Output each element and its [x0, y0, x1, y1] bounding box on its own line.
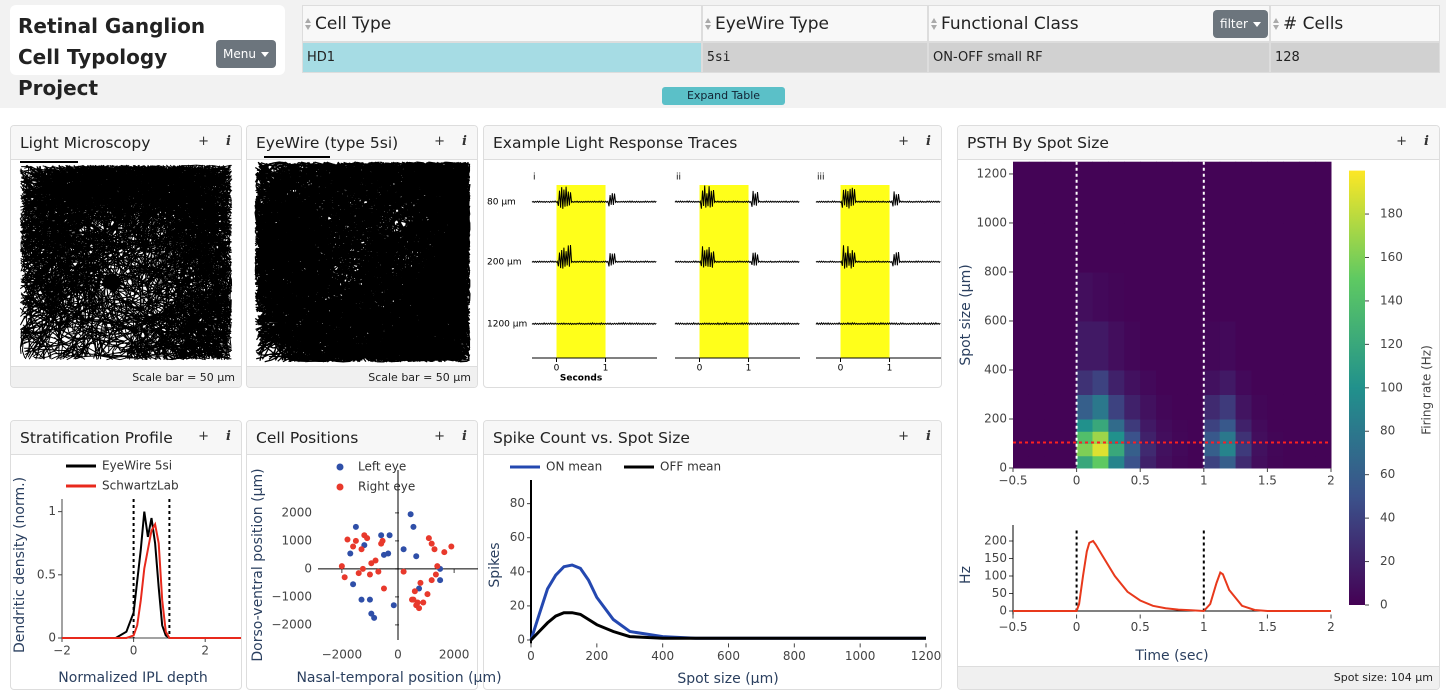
- panel-title: Example Light Response Traces: [493, 134, 737, 152]
- column-label: # Cells: [1283, 14, 1343, 34]
- column-label: EyeWire Type: [715, 14, 829, 34]
- panel-header: Stratification Profile + i: [11, 421, 241, 455]
- panel-footer: Scale bar = 50 µm: [11, 366, 241, 387]
- column-label: Cell Type: [315, 14, 391, 34]
- panel-header: Spike Count vs. Spot Size + i: [484, 421, 941, 455]
- filter-button[interactable]: filter: [1213, 10, 1268, 38]
- info-button[interactable]: i: [462, 429, 467, 444]
- panel-header: EyeWire (type 5si) + i: [247, 126, 477, 160]
- panel-title: EyeWire (type 5si): [256, 134, 398, 152]
- table-cell[interactable]: 128: [1270, 42, 1440, 73]
- panel: Light Microscopy + i Scale bar = 50 µm: [10, 125, 242, 388]
- panel-header: Cell Positions + i: [247, 421, 477, 455]
- panel-footer: Scale bar = 50 µm: [247, 366, 477, 387]
- info-button[interactable]: i: [926, 134, 931, 149]
- panel-title: Spike Count vs. Spot Size: [493, 429, 690, 447]
- panel-header: Light Microscopy + i: [11, 126, 241, 160]
- expand-button[interactable]: +: [198, 429, 209, 444]
- info-button[interactable]: i: [226, 429, 231, 444]
- app-title: Retinal Ganglion Cell Typology Project: [18, 11, 223, 104]
- column-label: Functional Class: [941, 14, 1079, 34]
- panel-title: PSTH By Spot Size: [967, 134, 1109, 152]
- panel-title: Cell Positions: [256, 429, 358, 447]
- info-button[interactable]: i: [462, 134, 467, 149]
- menu-label: Menu: [223, 47, 256, 61]
- panel-footer: Spot size: 104 µm: [958, 666, 1439, 689]
- expand-button[interactable]: +: [898, 134, 909, 149]
- expand-button[interactable]: +: [434, 429, 445, 444]
- expand-button[interactable]: +: [898, 429, 909, 444]
- panel-header: PSTH By Spot Size + i: [958, 126, 1439, 160]
- panel-header: Example Light Response Traces + i: [484, 126, 941, 160]
- expand-table-button[interactable]: Expand Table: [662, 87, 785, 105]
- panel-title: Light Microscopy: [20, 134, 150, 152]
- table-cell[interactable]: ON-OFF small RF: [928, 42, 1270, 73]
- column-header[interactable]: # Cells: [1270, 5, 1440, 42]
- panel-title: Stratification Profile: [20, 429, 173, 447]
- column-header[interactable]: Cell Type: [302, 5, 702, 42]
- panel: Example Light Response Traces + i: [483, 125, 942, 388]
- title-box: Retinal Ganglion Cell Typology Project M…: [10, 5, 285, 75]
- expand-button[interactable]: +: [434, 134, 445, 149]
- expand-button[interactable]: +: [198, 134, 209, 149]
- table-cell[interactable]: HD1: [302, 42, 702, 73]
- panel: PSTH By Spot Size + i Spot size: 104 µm: [957, 125, 1440, 690]
- panel: Cell Positions + i: [246, 420, 478, 690]
- filter-label: filter: [1220, 17, 1248, 31]
- column-header[interactable]: EyeWire Type: [702, 5, 928, 42]
- table-cell[interactable]: 5si: [702, 42, 928, 73]
- info-button[interactable]: i: [1424, 134, 1429, 149]
- panel: EyeWire (type 5si) + i Scale bar = 50 µm: [246, 125, 478, 388]
- info-button[interactable]: i: [226, 134, 231, 149]
- info-button[interactable]: i: [926, 429, 931, 444]
- page: Retinal Ganglion Cell Typology Project M…: [0, 0, 1446, 685]
- column-header[interactable]: Functional Class filter: [928, 5, 1270, 42]
- menu-button[interactable]: Menu: [216, 40, 276, 68]
- expand-button[interactable]: +: [1396, 134, 1407, 149]
- panel: Stratification Profile + i: [10, 420, 242, 690]
- panel: Spike Count vs. Spot Size + i: [483, 420, 942, 690]
